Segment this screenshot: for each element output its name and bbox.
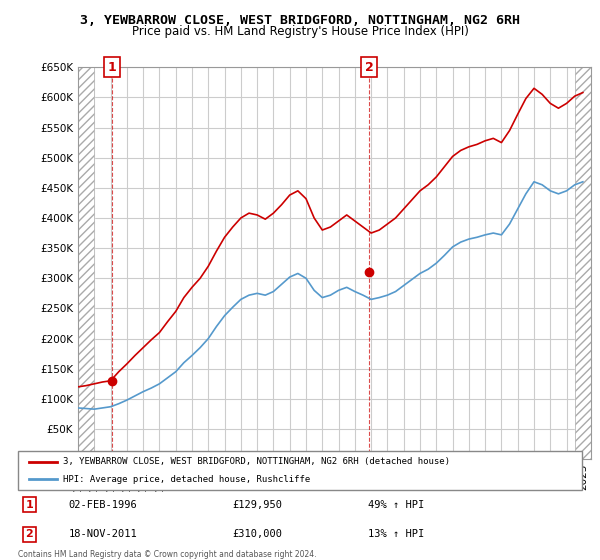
Bar (575, 67, 591, 459)
Text: £129,950: £129,950 (232, 500, 283, 510)
Text: 1: 1 (25, 500, 33, 510)
Text: 2: 2 (25, 529, 33, 539)
Text: 3, YEWBARROW CLOSE, WEST BRIDGFORD, NOTTINGHAM, NG2 6RH: 3, YEWBARROW CLOSE, WEST BRIDGFORD, NOTT… (80, 14, 520, 27)
Bar (78, 67, 94, 459)
Text: 02-FEB-1996: 02-FEB-1996 (69, 500, 137, 510)
Text: £310,000: £310,000 (232, 529, 283, 539)
Text: Contains HM Land Registry data © Crown copyright and database right 2024.
This d: Contains HM Land Registry data © Crown c… (18, 550, 317, 560)
Text: HPI: Average price, detached house, Rushcliffe: HPI: Average price, detached house, Rush… (63, 474, 310, 483)
Bar (575, 67, 591, 459)
Text: 49% ↑ HPI: 49% ↑ HPI (368, 500, 424, 510)
Text: 3, YEWBARROW CLOSE, WEST BRIDGFORD, NOTTINGHAM, NG2 6RH (detached house): 3, YEWBARROW CLOSE, WEST BRIDGFORD, NOTT… (63, 458, 450, 466)
Text: 1: 1 (107, 60, 116, 74)
Text: 2: 2 (365, 60, 374, 74)
Text: Price paid vs. HM Land Registry's House Price Index (HPI): Price paid vs. HM Land Registry's House … (131, 25, 469, 38)
Bar (78, 67, 94, 459)
Text: 18-NOV-2011: 18-NOV-2011 (69, 529, 137, 539)
FancyBboxPatch shape (18, 451, 582, 490)
Text: 13% ↑ HPI: 13% ↑ HPI (368, 529, 424, 539)
